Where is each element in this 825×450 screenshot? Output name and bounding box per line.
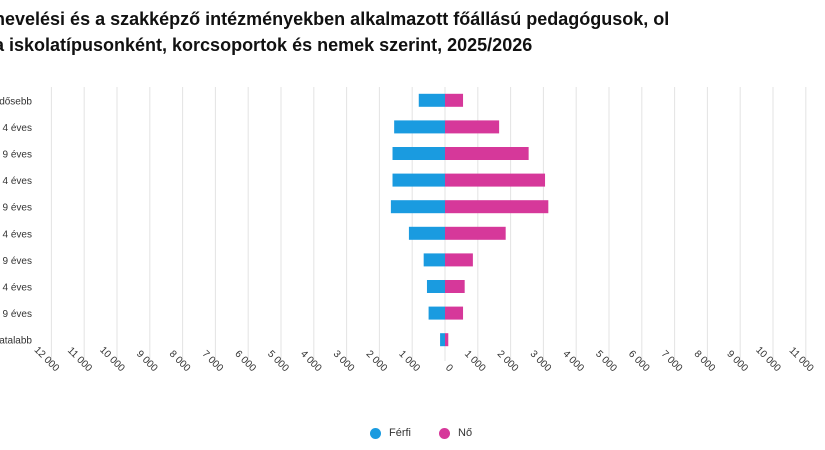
x-tick-label: 9 000 (724, 349, 750, 375)
x-tick-label: 2 000 (364, 349, 390, 375)
bar-ferfi (423, 253, 445, 267)
category-label: 4 éves (3, 123, 32, 134)
legend-item-no[interactable]: Nő (439, 427, 472, 439)
bar-ferfi (394, 120, 445, 134)
x-tick-label: 7 000 (659, 349, 685, 375)
bar-no (445, 200, 549, 214)
category-label: 9 éves (3, 203, 32, 214)
chart-title: nevelési és a szakképző intézményekben a… (0, 6, 669, 58)
category-label: 9 éves (3, 309, 32, 320)
x-tick-label: 11 000 (65, 345, 94, 374)
bar-ferfi (408, 226, 445, 240)
bar-no (445, 253, 473, 267)
bar-ferfi (392, 147, 445, 160)
x-tick-label: 3 000 (331, 349, 357, 375)
category-label: 4 éves (3, 176, 32, 187)
bar-ferfi (392, 173, 445, 187)
bar-no (445, 120, 500, 134)
x-tick-label: 0 (443, 362, 455, 374)
x-tick-label: 7 000 (200, 349, 226, 375)
x-tick-label: 12 000 (32, 345, 62, 375)
legend-item-ferfi[interactable]: Férfi (370, 427, 411, 439)
bar-ferfi (440, 333, 445, 347)
pyramid-chart: 12 000 11 000 10 000 9 000 8 000 7 000 6 000 5 … (0, 87, 816, 375)
x-tick-label: 11 000 (787, 345, 816, 374)
bar-no (445, 93, 464, 107)
x-tick-label: 9 000 (134, 349, 160, 375)
x-tick-label: 4 000 (560, 349, 586, 375)
legend-label-ferfi: Férfi (389, 427, 411, 439)
bar-no (445, 173, 546, 187)
x-tick-label: 2 000 (495, 349, 521, 375)
title-line-2: a iskolatípusonként, korcsoportok és nem… (0, 35, 533, 55)
legend-label-no: Nő (458, 427, 473, 439)
x-tick-label: 6 000 (626, 349, 652, 375)
bar-no (445, 147, 529, 160)
bar-ferfi (428, 306, 445, 320)
x-tick-label: 10 000 (97, 345, 127, 375)
legend: Férfi Nő (370, 427, 472, 439)
x-tick-label: 4 000 (298, 349, 324, 375)
bar-no (445, 333, 449, 347)
x-tick-label: 3 000 (528, 349, 554, 375)
x-tick-label: 1 000 (462, 349, 488, 375)
x-tick-label: 8 000 (692, 349, 718, 375)
x-tick-label: 8 000 (167, 349, 193, 375)
category-label: 4 éves (3, 229, 32, 240)
bar-ferfi (426, 280, 445, 293)
category-label: 9 éves (3, 256, 32, 267)
legend-swatch-no (439, 427, 450, 439)
bar-no (445, 226, 506, 240)
legend-swatch-ferfi (370, 427, 381, 439)
x-tick-label: 5 000 (265, 349, 291, 375)
x-tick-label: 1 000 (396, 349, 422, 375)
category-label: dősebb (0, 96, 32, 107)
category-label: 9 éves (3, 150, 32, 161)
bar-no (445, 306, 464, 320)
x-tick-label: 5 000 (593, 349, 619, 375)
category-label: 4 éves (3, 283, 32, 294)
x-tick-label: 10 000 (753, 345, 783, 375)
title-line-1: nevelési és a szakképző intézményekben a… (0, 9, 670, 29)
bar-ferfi (418, 93, 445, 107)
bar-no (445, 280, 465, 293)
x-tick-label: 6 000 (232, 349, 258, 375)
bar-ferfi (390, 200, 445, 214)
category-label: atalabb (0, 336, 32, 347)
